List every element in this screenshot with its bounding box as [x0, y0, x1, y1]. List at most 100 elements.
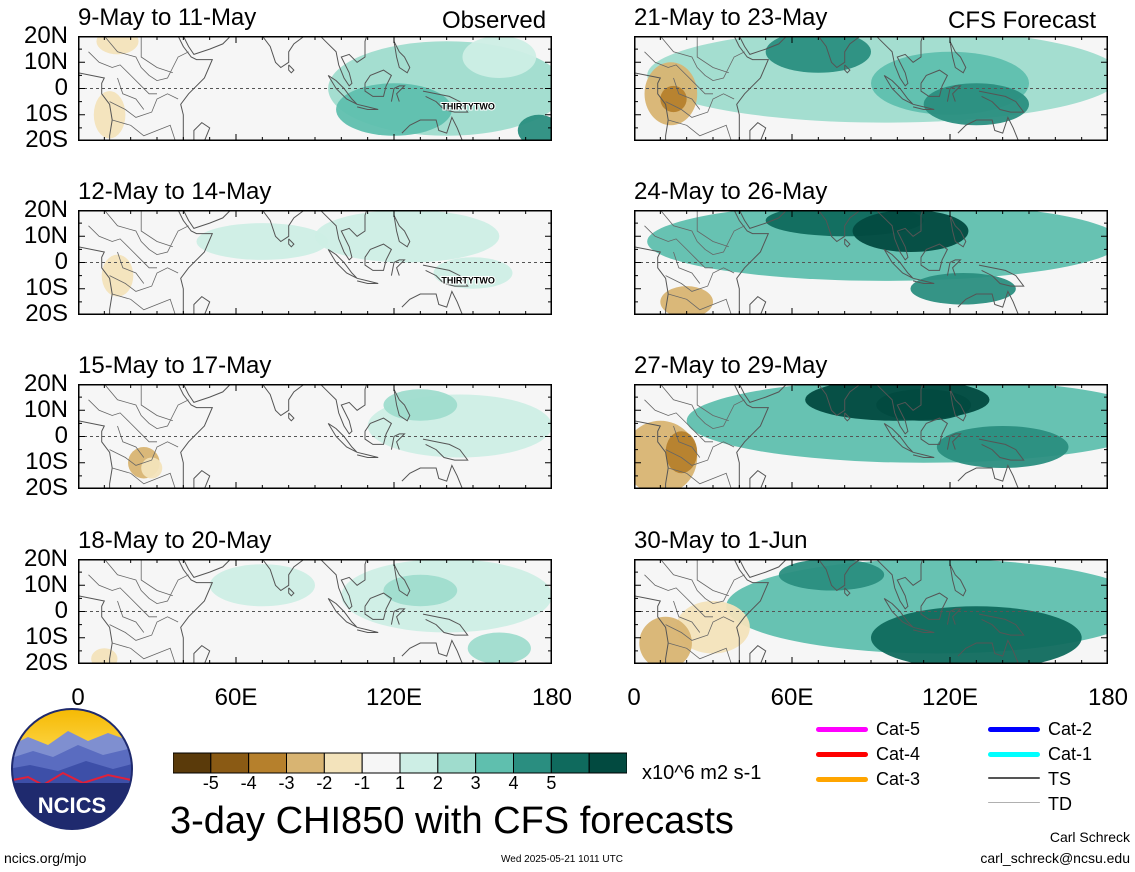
lat-label: 20S — [25, 126, 68, 153]
main-title: 3-day CHI850 with CFS forecasts — [170, 800, 734, 842]
coastline — [733, 384, 770, 489]
coastline — [393, 564, 411, 597]
map-panel-forecast-4 — [634, 559, 1108, 664]
country-border — [696, 36, 729, 74]
coastline — [844, 587, 851, 597]
country-border — [88, 225, 157, 269]
coastline — [177, 210, 214, 315]
colorbar-label: 3 — [470, 773, 481, 793]
coastline — [844, 412, 851, 422]
panel-title-2: 12-May to 14-May — [78, 178, 272, 205]
anomaly-contour — [778, 559, 885, 591]
anomaly-contour — [660, 286, 713, 315]
coastline — [978, 613, 1025, 636]
lon-label-120e: 120E — [365, 684, 423, 711]
country-border — [644, 51, 713, 95]
coastline — [912, 103, 935, 110]
coastline — [733, 210, 770, 315]
colorbar-label: 2 — [432, 773, 443, 793]
anomaly-contour — [660, 85, 687, 113]
coastline — [920, 417, 949, 445]
country-border — [103, 36, 189, 82]
coastline — [957, 290, 1019, 315]
coastline — [261, 210, 306, 243]
lat-label: 20S — [25, 474, 68, 501]
country-border — [109, 93, 179, 118]
coastline — [946, 259, 962, 276]
coastline — [319, 384, 368, 435]
coastline — [319, 36, 368, 87]
lat-label: 10S — [25, 623, 68, 650]
lon-label-120e-r: 120E — [921, 684, 979, 711]
coastline — [738, 36, 788, 55]
coastline — [634, 246, 669, 315]
country-border — [112, 119, 176, 141]
anomaly-contour — [383, 389, 458, 421]
coastline — [957, 464, 1019, 489]
country-border — [668, 642, 732, 664]
panel-title-7: 27-May to 29-May — [634, 352, 828, 379]
lat-label: 20N — [23, 545, 68, 572]
legend-line-td — [988, 802, 1040, 803]
coastline — [875, 210, 924, 261]
anomaly-contour — [665, 431, 698, 474]
panel-title-5: 21-May to 23-May — [634, 4, 828, 31]
anomaly-contour — [923, 83, 1029, 126]
coastline — [738, 559, 788, 578]
colorbar-swatch — [361, 752, 401, 774]
lat-label: 20N — [23, 22, 68, 49]
coastline — [78, 595, 113, 664]
country-border — [673, 425, 701, 458]
coastline — [875, 36, 924, 87]
coastline — [78, 72, 113, 141]
lat-label: 10N — [23, 222, 68, 249]
country-border — [665, 93, 735, 118]
coastline — [356, 103, 379, 110]
anomaly-contour — [383, 574, 458, 607]
coastline — [78, 420, 113, 489]
country-border — [659, 210, 745, 256]
ncics-logo[interactable]: NCICS — [8, 707, 136, 832]
colorbar-swatch — [513, 752, 552, 774]
coastline — [390, 608, 406, 625]
coastline — [883, 248, 914, 279]
coastline — [912, 451, 935, 458]
colorbar-swatch — [173, 752, 212, 774]
country-border — [696, 210, 729, 248]
coastline — [261, 36, 306, 69]
coastline — [193, 121, 211, 141]
coastline — [319, 559, 368, 610]
coastline — [319, 210, 368, 261]
timestamp: Wed 2025-05-21 1011 UTC — [501, 854, 623, 865]
coastline — [920, 592, 949, 620]
coastline — [949, 215, 967, 248]
colorbar-label: -3 — [278, 773, 295, 793]
coastline — [422, 438, 469, 461]
coastline — [634, 72, 669, 141]
legend-line-cat-5 — [816, 727, 868, 732]
map-panel-forecast-1 — [634, 36, 1108, 141]
anomaly-contour — [196, 223, 329, 260]
coastline — [193, 644, 211, 664]
anomaly-contour — [639, 616, 692, 664]
legend-label-cat-4: Cat-4 — [876, 744, 921, 764]
country-border — [88, 574, 157, 618]
coastline — [78, 246, 113, 315]
coastline — [738, 210, 788, 229]
coastline — [949, 564, 967, 597]
coastline — [356, 451, 379, 458]
source-link[interactable]: ncics.org/mjo — [4, 850, 87, 866]
coastline — [356, 277, 379, 284]
coastline — [401, 464, 463, 489]
colorbar-label: -2 — [316, 773, 333, 793]
coastline — [401, 290, 463, 315]
coastline — [946, 608, 962, 625]
lon-label-60e-r: 60E — [770, 684, 814, 711]
author-email[interactable]: carl_schreck@ncsu.edu — [980, 850, 1130, 866]
legend-line-cat-1 — [988, 752, 1040, 757]
map-panel-observed-3 — [78, 384, 552, 489]
colorbar-swatch — [588, 752, 627, 774]
country-border — [88, 51, 157, 95]
coastline — [364, 243, 393, 271]
lat-label: 10S — [25, 100, 68, 127]
